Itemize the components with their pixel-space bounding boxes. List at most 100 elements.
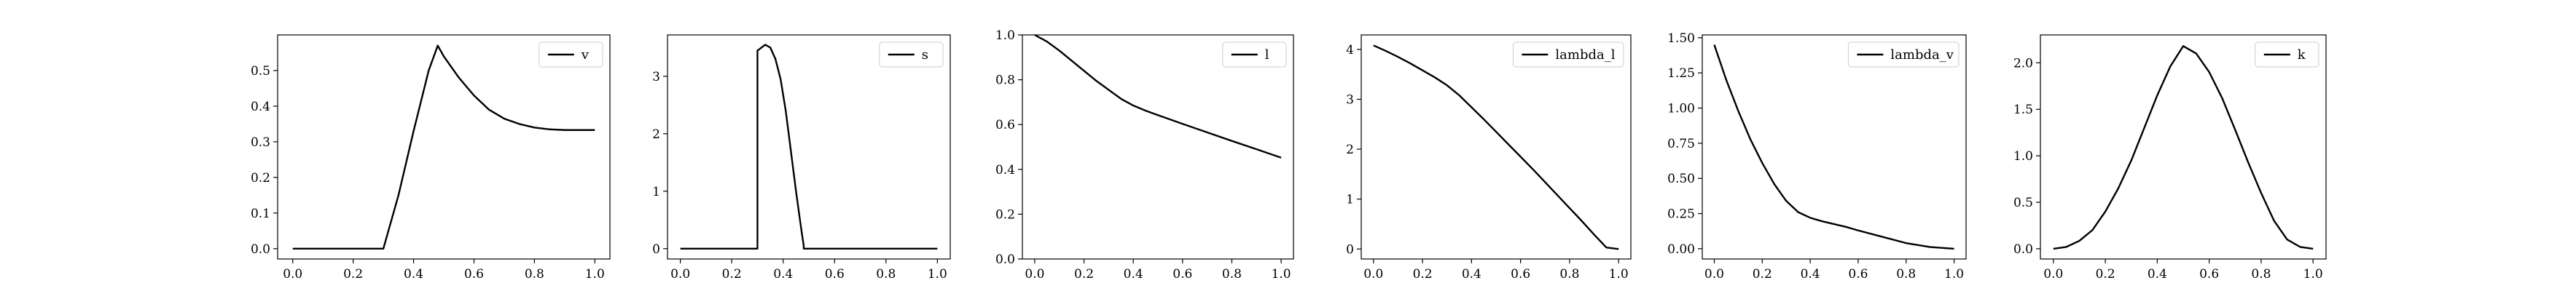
- y-tick-label: 0.0: [251, 242, 270, 257]
- y-tick-label: 2: [652, 127, 660, 142]
- legend: lambda_v: [1847, 41, 1960, 68]
- x-tick-label: 0.0: [1704, 267, 1724, 282]
- x-tick-label: 0.6: [1511, 267, 1530, 282]
- y-tick-label: 0.2: [995, 207, 1015, 222]
- chart-panel-3: 0.0 0.2 0.4 0.6 0.8 1.0 0.0 0.2 0.4 0.6 0.8 1.0 l: [995, 28, 1294, 282]
- y-tick-label: 1.0: [995, 28, 1015, 43]
- axes-frame: [1702, 34, 1967, 260]
- chart-panel-4: 0.0 0.2 0.4 0.6 0.8 1.0 0 1 2 3 4 lambda_l: [1346, 34, 1632, 282]
- y-tick-label: 1.50: [1667, 31, 1695, 46]
- x-tick-label: 0.6: [1848, 267, 1868, 282]
- y-tick-label: 1.00: [1667, 102, 1695, 116]
- x-tick-label: 0.4: [2148, 267, 2167, 282]
- x-tick-label: 0.4: [1124, 267, 1143, 282]
- x-tick-label: 0.2: [1753, 267, 1772, 282]
- y-tick-label: 4: [1346, 43, 1354, 57]
- legend: k: [2255, 41, 2319, 68]
- y-tick-label: 1: [652, 185, 660, 199]
- x-tick-label: 0.0: [1025, 267, 1044, 282]
- x-tick-label: 0.0: [283, 267, 302, 282]
- legend-label: lambda_l: [1555, 47, 1615, 63]
- legend-label: k: [2298, 47, 2306, 63]
- legend-box: [1847, 41, 1960, 68]
- y-tick-label: 1.25: [1667, 66, 1695, 81]
- y-tick-label: 1.5: [2013, 103, 2033, 117]
- legend-label: s: [922, 47, 928, 63]
- legend-label: lambda_v: [1890, 47, 1954, 63]
- y-tick-label: 0.8: [995, 73, 1015, 88]
- y-tick-label: 0.25: [1667, 207, 1695, 222]
- x-tick-label: 0.8: [1559, 267, 1579, 282]
- x-tick-label: 0.2: [722, 267, 742, 282]
- y-tick-label: 0.1: [251, 207, 270, 221]
- y-tick-label: 0.0: [995, 252, 1015, 267]
- legend: l: [1222, 41, 1287, 68]
- y-tick-label: 0.50: [1667, 172, 1695, 186]
- y-tick-label: 0.5: [251, 64, 270, 79]
- legend: lambda_l: [1512, 41, 1624, 68]
- y-tick-label: 3: [1346, 92, 1354, 107]
- x-tick-label: 0.4: [773, 267, 793, 282]
- x-tick-label: 0.2: [2096, 267, 2115, 282]
- x-tick-label: 0.2: [1413, 267, 1433, 282]
- x-tick-label: 0.0: [2043, 267, 2063, 282]
- x-tick-label: 1.0: [928, 267, 947, 282]
- legend: s: [879, 41, 944, 68]
- legend-box: [1512, 41, 1624, 68]
- x-tick-label: 0.8: [876, 267, 896, 282]
- x-tick-label: 0.4: [1801, 267, 1820, 282]
- x-tick-label: 0.0: [1363, 267, 1383, 282]
- y-tick-label: 2: [1346, 143, 1354, 157]
- axes-frame: [667, 34, 951, 260]
- x-tick-label: 1.0: [1609, 267, 1629, 282]
- y-tick-label: 1.0: [2013, 149, 2033, 164]
- y-tick-label: 1: [1346, 193, 1354, 207]
- x-tick-label: 0.6: [464, 267, 484, 282]
- axes-frame: [1361, 34, 1632, 260]
- y-tick-label: 0.5: [2013, 196, 2033, 210]
- x-tick-label: 0.8: [1222, 267, 1242, 282]
- y-tick-label: 0.00: [1667, 242, 1695, 257]
- x-tick-label: 1.0: [1944, 267, 1964, 282]
- y-tick-label: 3: [652, 70, 660, 84]
- series-line-v: [292, 44, 595, 250]
- y-tick-label: 0.75: [1667, 137, 1695, 151]
- y-tick-label: 0.6: [995, 118, 1015, 132]
- y-tick-label: 0.4: [995, 163, 1015, 178]
- series-line-s: [680, 44, 938, 250]
- y-tick-label: 0.2: [251, 171, 270, 186]
- x-tick-label: 0.2: [343, 267, 363, 282]
- x-tick-label: 1.0: [1272, 267, 1291, 282]
- series-line-lambda_l: [1373, 44, 1619, 250]
- x-tick-label: 0.4: [1462, 267, 1481, 282]
- series-line-l: [1034, 33, 1282, 159]
- legend-label: v: [581, 47, 590, 63]
- y-tick-label: 0.3: [251, 135, 270, 150]
- x-tick-label: 0.6: [825, 267, 845, 282]
- x-tick-label: 0.8: [1896, 267, 1916, 282]
- legend: v: [539, 41, 603, 68]
- axes-frame: [277, 34, 611, 260]
- chart-panel-6: 0.0 0.2 0.4 0.6 0.8 1.0 0.0 0.5 1.0 1.5 2.0 k: [2013, 34, 2327, 282]
- chart-panel-1: 0.0 0.2 0.4 0.6 0.8 1.0 0.0 0.1 0.2 0.3 0.4 0.5 v: [251, 34, 611, 282]
- x-tick-label: 0.0: [670, 267, 690, 282]
- y-tick-label: 0: [1346, 242, 1354, 257]
- chart-panel-5: 0.0 0.2 0.4 0.6 0.8 1.0 0.00 0.25 0.50 0.75 1.00 1.…: [1667, 31, 1967, 282]
- x-tick-label: 0.6: [2199, 267, 2219, 282]
- x-tick-label: 0.2: [1074, 267, 1094, 282]
- x-tick-label: 1.0: [2303, 267, 2323, 282]
- legend-label: l: [1265, 47, 1269, 63]
- x-tick-label: 0.8: [525, 267, 544, 282]
- y-tick-label: 0.4: [251, 100, 270, 114]
- x-tick-label: 0.6: [1172, 267, 1192, 282]
- x-tick-label: 0.8: [2251, 267, 2271, 282]
- series-line-k: [2053, 45, 2314, 250]
- y-tick-label: 0.0: [2013, 242, 2033, 257]
- x-tick-label: 1.0: [585, 267, 605, 282]
- chart-panel-2: 0.0 0.2 0.4 0.6 0.8 1.0 0 1 2 3 s: [652, 34, 951, 282]
- x-tick-label: 0.4: [404, 267, 423, 282]
- y-tick-label: 2.0: [2013, 56, 2033, 71]
- y-tick-label: 0: [652, 242, 660, 257]
- axes-frame: [2040, 34, 2327, 260]
